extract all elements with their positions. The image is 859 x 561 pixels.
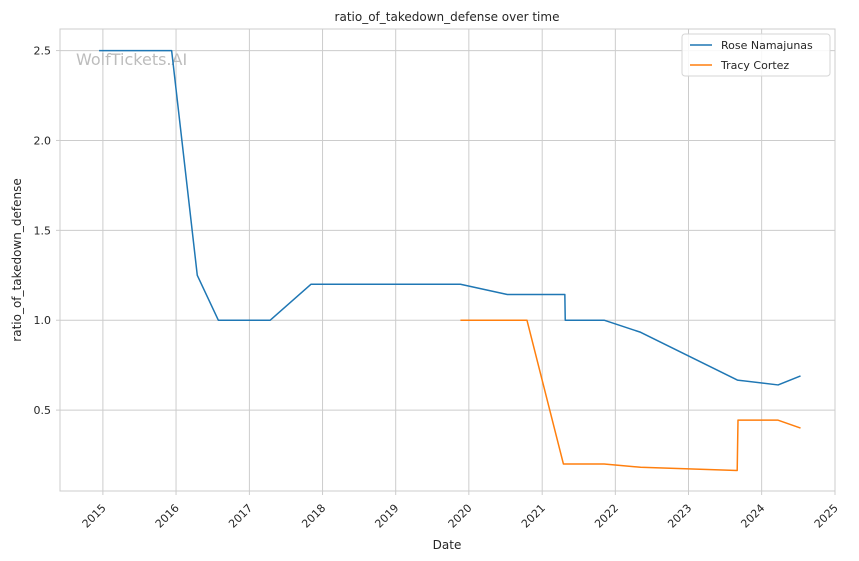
- data-point-rose-namajunas: [196, 274, 198, 276]
- data-point-tracy-cortez: [526, 319, 528, 321]
- data-point-tracy-cortez: [737, 419, 739, 421]
- y-tick-label: 0.5: [34, 404, 52, 417]
- plot-frame: [59, 28, 836, 492]
- data-point-rose-namajunas: [269, 319, 271, 321]
- y-tick-label: 2.5: [34, 45, 52, 58]
- series-line-rose-namajunas: [99, 49, 801, 386]
- series-layer: [98, 49, 801, 472]
- legend-label-tracy-cortez: Tracy Cortez: [720, 59, 789, 72]
- data-point-rose-namajunas: [603, 319, 605, 321]
- data-point-tracy-cortez: [777, 419, 779, 421]
- watermark: WolfTickets.AI: [76, 50, 187, 69]
- data-point-rose-namajunas: [639, 331, 641, 333]
- data-point-tracy-cortez: [736, 469, 738, 471]
- y-axis-ticks: 0.5 1.0 1.5 2.0 2.5: [34, 45, 60, 417]
- data-point-rose-namajunas: [310, 283, 312, 285]
- data-point-rose-namajunas: [459, 283, 461, 285]
- legend-box: [681, 33, 831, 77]
- chart-title: ratio_of_takedown_defense over time: [335, 10, 560, 24]
- data-point-rose-namajunas: [564, 319, 566, 321]
- y-tick-label: 1.0: [34, 314, 52, 327]
- data-point-tracy-cortez: [562, 463, 564, 465]
- data-point-rose-namajunas: [98, 49, 100, 51]
- data-point-tracy-cortez: [639, 466, 641, 468]
- y-tick-label: 1.5: [34, 224, 52, 237]
- data-point-rose-namajunas: [777, 384, 779, 386]
- data-point-tracy-cortez: [459, 319, 461, 321]
- series-line-tracy-cortez: [460, 319, 801, 472]
- data-point-rose-namajunas: [217, 319, 219, 321]
- data-point-tracy-cortez: [603, 463, 605, 465]
- y-axis-label: ratio_of_takedown_defense: [10, 178, 24, 341]
- data-point-tracy-cortez: [799, 427, 801, 429]
- legend: Rose Namajunas Tracy Cortez: [681, 33, 831, 77]
- data-point-rose-namajunas: [506, 293, 508, 295]
- y-tick-label: 2.0: [34, 134, 52, 147]
- data-point-rose-namajunas: [564, 293, 566, 295]
- x-axis-label: Date: [433, 538, 462, 552]
- data-point-rose-namajunas: [736, 379, 738, 381]
- data-point-rose-namajunas: [799, 375, 801, 377]
- legend-label-rose-namajunas: Rose Namajunas: [721, 39, 813, 52]
- plot-area: [60, 29, 835, 491]
- data-point-rose-namajunas: [170, 49, 172, 51]
